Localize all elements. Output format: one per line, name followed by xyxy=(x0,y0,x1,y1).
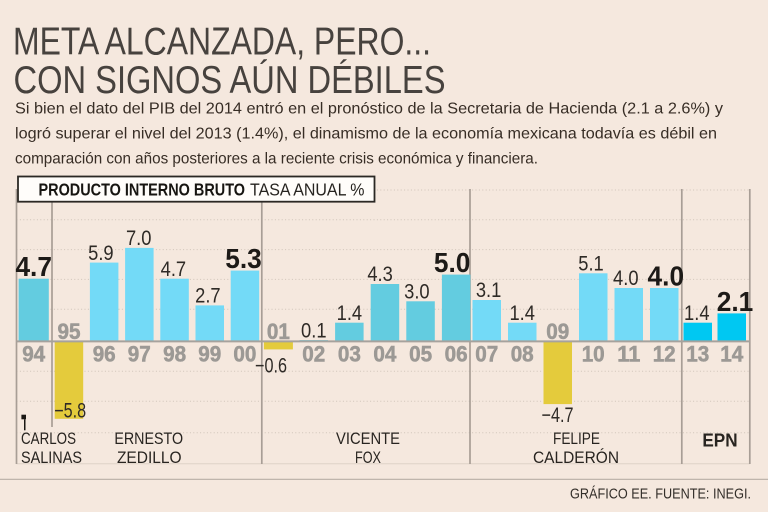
svg-text:06: 06 xyxy=(445,342,468,367)
svg-text:94: 94 xyxy=(22,342,46,367)
svg-text:11: 11 xyxy=(617,342,640,367)
svg-text:05: 05 xyxy=(409,342,432,367)
svg-text:FELIPE: FELIPE xyxy=(553,429,600,448)
svg-text:3.0: 3.0 xyxy=(404,281,430,304)
svg-text:07: 07 xyxy=(475,342,498,367)
svg-text:4.7: 4.7 xyxy=(161,258,187,281)
svg-text:5.9: 5.9 xyxy=(88,242,114,265)
svg-text:04: 04 xyxy=(373,342,397,367)
svg-text:SALINAS: SALINAS xyxy=(21,448,82,467)
svg-text:2.7: 2.7 xyxy=(195,285,221,308)
svg-text:7.0: 7.0 xyxy=(126,227,152,250)
svg-text:VICENTE: VICENTE xyxy=(336,429,400,448)
svg-text:4.3: 4.3 xyxy=(367,263,393,286)
svg-text:01: 01 xyxy=(267,319,290,344)
svg-text:FOX: FOX xyxy=(355,448,381,467)
svg-text:5.3: 5.3 xyxy=(225,243,262,274)
svg-text:Si bien el dato del PIB del 20: Si bien el dato del PIB del 2014 entró e… xyxy=(15,101,723,118)
svg-text:10: 10 xyxy=(582,342,605,367)
svg-text:GRÁFICO EE. FUENTE: INEGI.: GRÁFICO EE. FUENTE: INEGI. xyxy=(570,485,751,502)
svg-text:08: 08 xyxy=(511,342,534,367)
svg-text:ERNESTO: ERNESTO xyxy=(114,429,183,448)
svg-text:12: 12 xyxy=(653,342,676,367)
svg-text:3.1: 3.1 xyxy=(476,279,502,302)
svg-text:TASA ANUAL %: TASA ANUAL % xyxy=(250,179,365,199)
svg-text:−0.6: −0.6 xyxy=(255,355,287,378)
svg-text:95: 95 xyxy=(58,319,81,344)
svg-text:00: 00 xyxy=(233,342,256,367)
svg-text:1.4: 1.4 xyxy=(337,302,363,325)
svg-text:5.1: 5.1 xyxy=(578,253,604,276)
svg-text:4.0: 4.0 xyxy=(613,267,639,290)
svg-text:03: 03 xyxy=(338,342,361,367)
svg-text:1.4: 1.4 xyxy=(509,302,535,325)
svg-text:13: 13 xyxy=(686,342,709,367)
svg-text:ZEDILLO: ZEDILLO xyxy=(117,448,182,467)
svg-text:META ALCANZADA, PERO...: META ALCANZADA, PERO... xyxy=(13,21,431,64)
svg-text:comparación con años posterior: comparación con años posteriores a la re… xyxy=(15,151,538,168)
svg-text:97: 97 xyxy=(128,342,151,367)
svg-text:0.1: 0.1 xyxy=(301,319,327,342)
svg-text:−5.8: −5.8 xyxy=(54,399,86,422)
svg-text:4.0: 4.0 xyxy=(648,260,685,291)
svg-text:09: 09 xyxy=(546,319,569,344)
svg-text:logró superar el nivel del 201: logró superar el nivel del 2013 (1.4%), … xyxy=(15,126,717,143)
svg-text:CARLOS: CARLOS xyxy=(21,429,76,448)
svg-text:PRODUCTO INTERNO BRUTO: PRODUCTO INTERNO BRUTO xyxy=(39,179,246,199)
svg-text:1.4: 1.4 xyxy=(684,302,710,325)
svg-text:CALDERÓN: CALDERÓN xyxy=(533,448,619,467)
svg-text:96: 96 xyxy=(93,342,116,367)
svg-text:98: 98 xyxy=(163,342,186,367)
svg-text:−4.7: −4.7 xyxy=(542,404,574,427)
svg-text:2.1: 2.1 xyxy=(717,286,754,317)
svg-text:99: 99 xyxy=(198,342,221,367)
svg-text:02: 02 xyxy=(302,342,325,367)
svg-text:5.0: 5.0 xyxy=(434,247,471,278)
svg-text:4.7: 4.7 xyxy=(15,251,52,282)
svg-text:EPN: EPN xyxy=(702,429,737,450)
svg-text:CON SIGNOS AÚN DÉBILES: CON SIGNOS AÚN DÉBILES xyxy=(14,59,446,102)
svg-text:14: 14 xyxy=(720,342,744,367)
